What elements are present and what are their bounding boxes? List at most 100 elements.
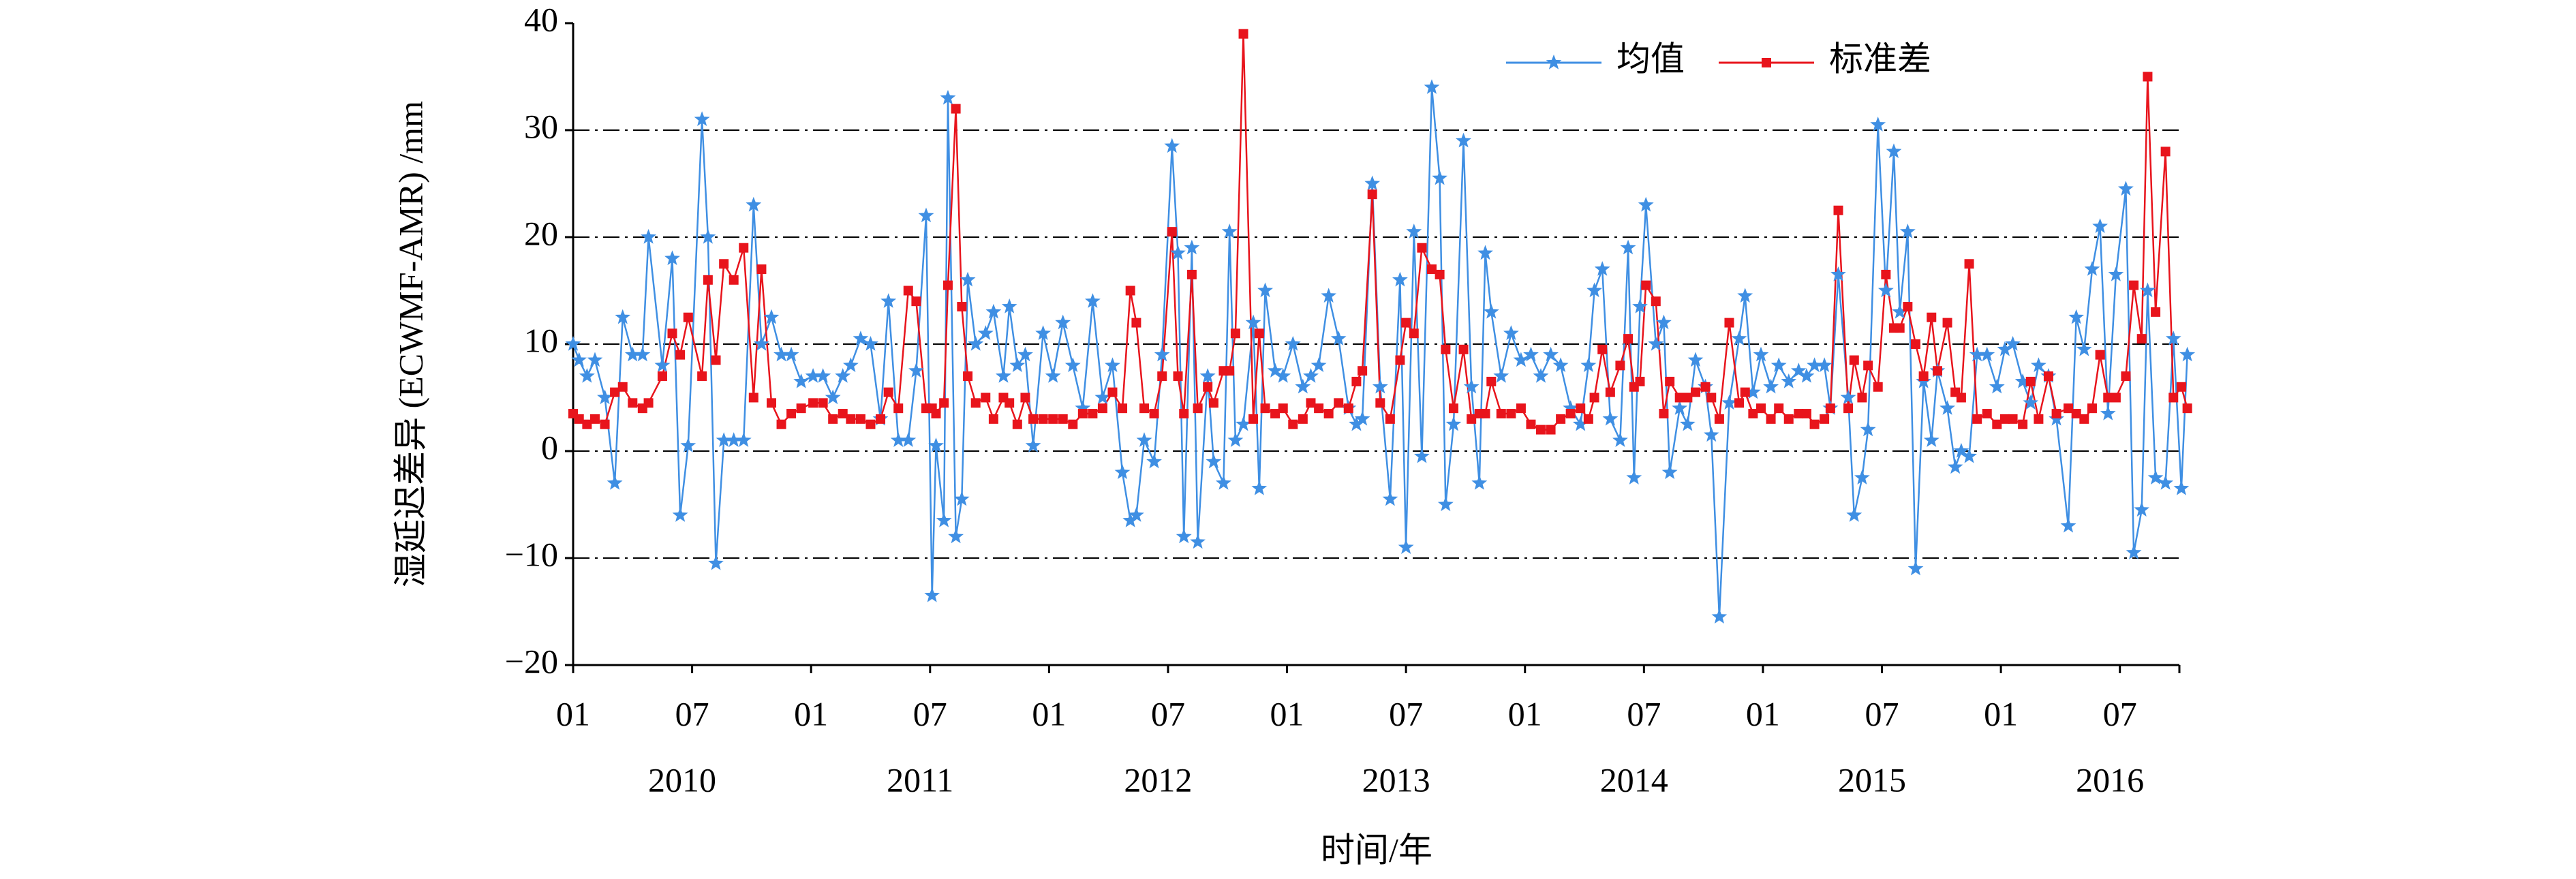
year-label: 2010 bbox=[648, 760, 716, 799]
square-marker bbox=[2071, 409, 2081, 419]
x-tick-label: 07 bbox=[913, 694, 947, 732]
star-marker bbox=[2179, 346, 2196, 362]
square-marker bbox=[1740, 387, 1750, 397]
square-marker bbox=[1932, 366, 1942, 376]
square-marker bbox=[657, 371, 667, 382]
square-marker bbox=[2043, 371, 2053, 382]
square-marker bbox=[1230, 328, 1240, 339]
square-marker bbox=[1665, 376, 1675, 386]
square-marker bbox=[1576, 403, 1586, 414]
star-marker bbox=[1364, 175, 1381, 191]
square-marker bbox=[796, 403, 806, 414]
y-tick-label: 30 bbox=[524, 107, 558, 145]
star-marker bbox=[587, 352, 603, 367]
star-marker bbox=[1236, 416, 1251, 431]
star-marker bbox=[2118, 181, 2134, 196]
square-marker bbox=[1306, 398, 1316, 408]
star-marker bbox=[1899, 223, 1916, 238]
y-tick-label: 40 bbox=[524, 0, 558, 38]
square-marker bbox=[2143, 72, 2153, 82]
y-tick-label: 0 bbox=[541, 428, 558, 466]
star-marker bbox=[2158, 475, 2173, 490]
square-marker bbox=[1426, 264, 1437, 275]
star-marker bbox=[1830, 266, 1846, 281]
square-marker bbox=[1756, 403, 1766, 414]
square-marker bbox=[2034, 414, 2044, 424]
star-marker bbox=[1745, 384, 1761, 399]
square-marker bbox=[1260, 403, 1270, 414]
year-label: 2013 bbox=[1362, 760, 1430, 799]
square-marker bbox=[1048, 414, 1058, 424]
square-marker bbox=[1783, 414, 1794, 424]
star-marker bbox=[1295, 378, 1311, 394]
x-tick-label: 01 bbox=[556, 694, 590, 732]
star-marker bbox=[1807, 357, 1822, 373]
star-marker bbox=[1406, 223, 1422, 238]
square-marker bbox=[828, 414, 838, 424]
star-marker bbox=[1190, 534, 1206, 549]
star-marker bbox=[880, 293, 897, 308]
star-marker bbox=[1790, 363, 1807, 377]
star-marker bbox=[1245, 314, 1261, 330]
star-marker bbox=[1638, 196, 1654, 212]
star-marker bbox=[1870, 117, 1886, 132]
star-marker bbox=[1711, 608, 1728, 624]
star-marker bbox=[1330, 330, 1347, 345]
square-marker bbox=[1516, 403, 1526, 414]
square-marker bbox=[1435, 269, 1445, 279]
x-tick-label: 01 bbox=[794, 694, 828, 732]
square-marker bbox=[1441, 344, 1451, 354]
square-marker bbox=[2018, 419, 2028, 429]
square-marker bbox=[1203, 382, 1213, 392]
square-marker bbox=[1605, 387, 1615, 397]
star-marker bbox=[641, 229, 656, 244]
square-marker bbox=[1706, 392, 1717, 403]
star-marker bbox=[1414, 448, 1430, 463]
star-marker bbox=[2100, 405, 2116, 420]
star-marker bbox=[1877, 282, 1894, 298]
year-label: 2016 bbox=[2076, 760, 2144, 799]
square-marker bbox=[1385, 414, 1395, 424]
square-marker bbox=[1927, 312, 1937, 322]
square-marker bbox=[1248, 414, 1259, 424]
star-marker bbox=[672, 507, 688, 522]
square-marker bbox=[1208, 398, 1218, 408]
square-marker bbox=[1873, 382, 1883, 392]
square-marker bbox=[1825, 403, 1835, 414]
square-marker bbox=[1288, 419, 1298, 429]
star-marker bbox=[1493, 368, 1509, 383]
square-marker bbox=[1748, 409, 1758, 419]
star-marker bbox=[624, 346, 641, 362]
square-marker bbox=[1506, 409, 1516, 419]
square-marker bbox=[1556, 414, 1566, 424]
star-marker bbox=[754, 336, 769, 351]
square-marker bbox=[617, 382, 628, 392]
star-marker bbox=[1648, 336, 1664, 351]
square-marker bbox=[683, 312, 693, 322]
star-marker bbox=[1997, 341, 2013, 356]
star-marker bbox=[1045, 368, 1061, 383]
square-marker bbox=[1583, 414, 1593, 424]
star-marker bbox=[1626, 469, 1642, 484]
star-marker bbox=[928, 437, 944, 452]
star-marker bbox=[1354, 410, 1370, 426]
square-marker bbox=[1641, 280, 1651, 290]
star-marker bbox=[1594, 261, 1610, 276]
square-marker bbox=[1367, 189, 1377, 200]
square-marker bbox=[951, 104, 961, 114]
star-marker bbox=[607, 475, 623, 490]
star-marker bbox=[793, 373, 809, 388]
square-marker bbox=[1334, 398, 1344, 408]
square-marker bbox=[1480, 409, 1490, 419]
y-tick-label: −20 bbox=[505, 642, 558, 680]
square-marker bbox=[1131, 318, 1141, 328]
star-marker bbox=[1372, 378, 1388, 394]
square-marker bbox=[1794, 409, 1804, 419]
star-marker bbox=[680, 437, 696, 452]
square-marker bbox=[1375, 398, 1385, 408]
star-marker bbox=[1122, 512, 1139, 527]
square-marker bbox=[1486, 376, 1497, 386]
star-marker bbox=[1206, 453, 1222, 469]
square-marker bbox=[2182, 403, 2192, 414]
star-marker bbox=[1656, 314, 1672, 330]
